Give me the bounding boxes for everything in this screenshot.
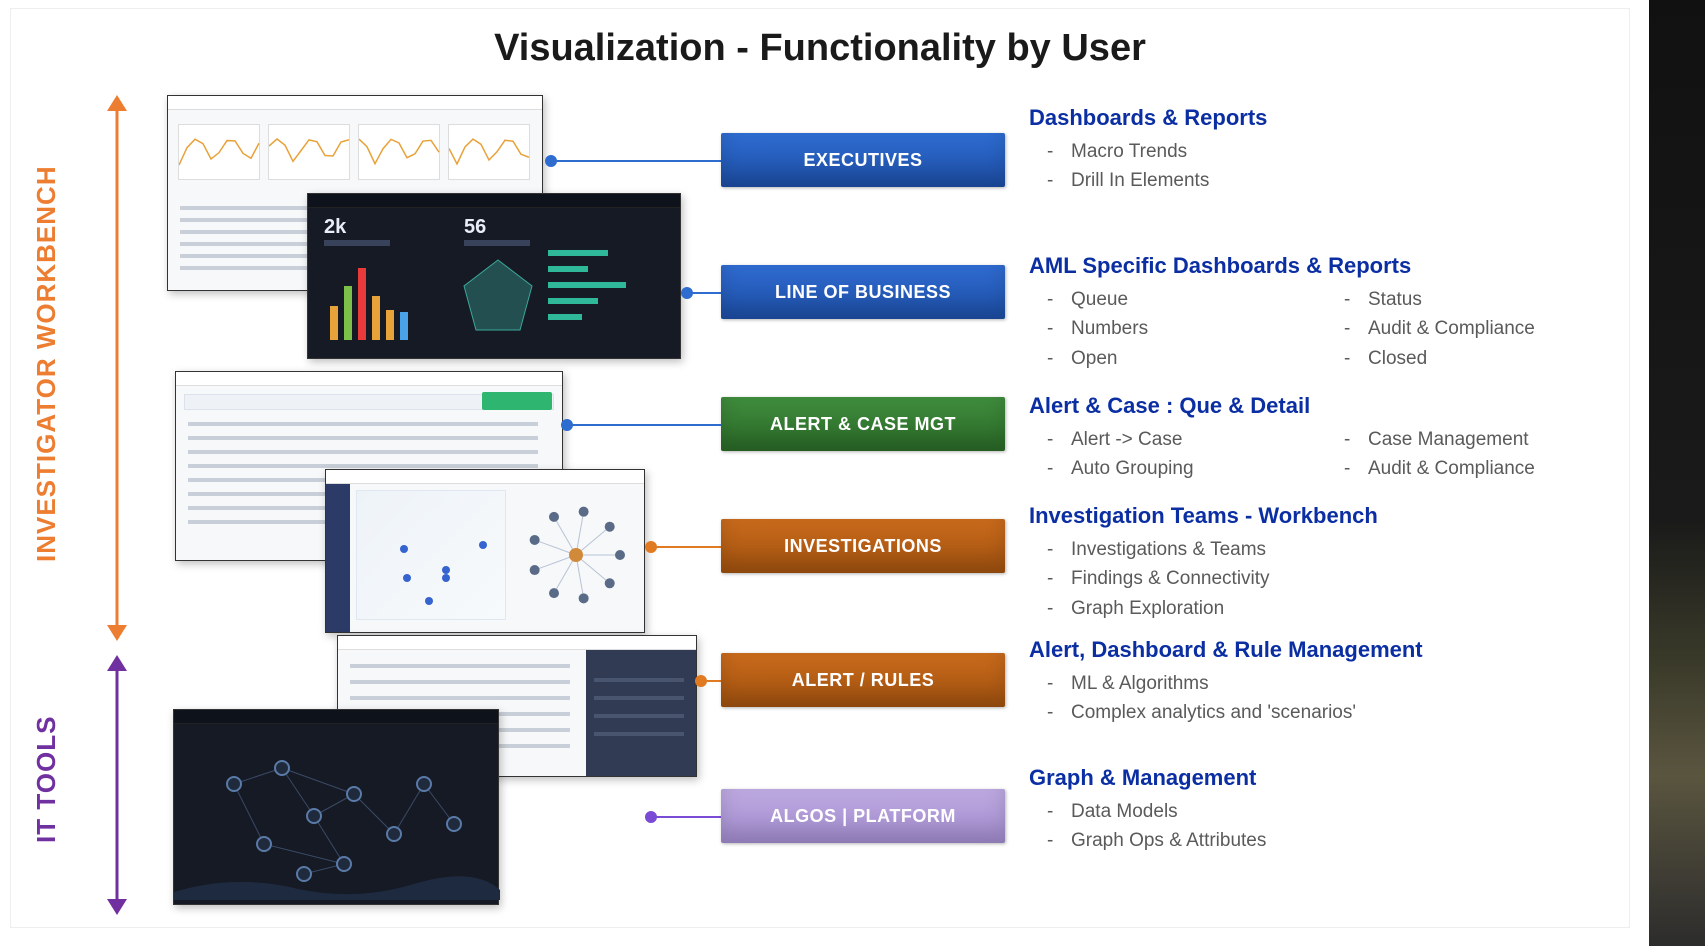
slide-title: Visualization - Functionality by User bbox=[11, 27, 1629, 70]
text-block-item: Alert -> Case bbox=[1029, 425, 1292, 454]
text-block-header: AML Specific Dashboards & Reports bbox=[1029, 253, 1589, 279]
arrow-ittools bbox=[105, 655, 129, 915]
text-block-item: Findings & Connectivity bbox=[1029, 564, 1589, 593]
text-block-item: Status bbox=[1326, 285, 1589, 314]
category-algos: ALGOS | PLATFORM bbox=[721, 789, 1005, 843]
mock-investigation bbox=[325, 469, 645, 633]
text-block-item: Case Management bbox=[1326, 425, 1589, 454]
text-block-item: Audit & Compliance bbox=[1326, 314, 1589, 343]
text-block-header: Investigation Teams - Workbench bbox=[1029, 503, 1589, 529]
text-block-item: Audit & Compliance bbox=[1326, 454, 1589, 483]
connector-inv bbox=[651, 546, 721, 548]
text-block: AML Specific Dashboards & Reports QueueNu… bbox=[1029, 253, 1589, 373]
category-exec: EXECUTIVES bbox=[721, 133, 1005, 187]
text-block-item: Numbers bbox=[1029, 314, 1292, 343]
text-block: Investigation Teams - Workbench Investiga… bbox=[1029, 503, 1589, 623]
text-block-item: Graph Ops & Attributes bbox=[1029, 826, 1589, 855]
category-rules: ALERT / RULES bbox=[721, 653, 1005, 707]
connector-lob bbox=[687, 292, 721, 294]
text-block-item: Queue bbox=[1029, 285, 1292, 314]
text-block-item: Investigations & Teams bbox=[1029, 535, 1589, 564]
text-block-item: Graph Exploration bbox=[1029, 594, 1589, 623]
text-block-item: Complex analytics and 'scenarios' bbox=[1029, 698, 1589, 727]
text-block-item: Open bbox=[1029, 344, 1292, 373]
slide: Visualization - Functionality by User IN… bbox=[10, 8, 1630, 928]
text-block: Alert, Dashboard & Rule Management ML & A… bbox=[1029, 637, 1589, 728]
text-block: Dashboards & Reports Macro TrendsDrill In… bbox=[1029, 105, 1589, 196]
presenter-strip bbox=[1649, 0, 1705, 946]
text-block-item: Closed bbox=[1326, 344, 1589, 373]
text-block: Graph & Management Data ModelsGraph Ops &… bbox=[1029, 765, 1589, 856]
text-block-item: Macro Trends bbox=[1029, 137, 1589, 166]
connector-acm bbox=[567, 424, 721, 426]
category-lob: LINE OF BUSINESS bbox=[721, 265, 1005, 319]
category-acm: ALERT & CASE MGT bbox=[721, 397, 1005, 451]
vertical-label-investigator: INVESTIGATOR WORKBENCH bbox=[31, 99, 62, 629]
connector-exec bbox=[551, 160, 721, 162]
text-block-item: ML & Algorithms bbox=[1029, 669, 1589, 698]
text-block-header: Graph & Management bbox=[1029, 765, 1589, 791]
text-block-item: Drill In Elements bbox=[1029, 166, 1589, 195]
text-block-header: Alert, Dashboard & Rule Management bbox=[1029, 637, 1589, 663]
text-block: Alert & Case : Que & Detail Alert -> Case… bbox=[1029, 393, 1589, 484]
connector-algos bbox=[651, 816, 721, 818]
category-inv: INVESTIGATIONS bbox=[721, 519, 1005, 573]
text-block-item: Auto Grouping bbox=[1029, 454, 1292, 483]
mock-graph bbox=[173, 709, 499, 905]
connector-rules bbox=[701, 680, 721, 682]
vertical-label-ittools: IT TOOLS bbox=[31, 659, 62, 899]
mock-lob-dashboard: 2k 56 bbox=[307, 193, 681, 359]
text-block-header: Dashboards & Reports bbox=[1029, 105, 1589, 131]
lob-metric: 2k bbox=[324, 216, 346, 239]
text-block-item: Data Models bbox=[1029, 797, 1589, 826]
arrow-investigator bbox=[105, 95, 129, 641]
text-block-header: Alert & Case : Que & Detail bbox=[1029, 393, 1589, 419]
lob-metric: 56 bbox=[464, 216, 486, 239]
